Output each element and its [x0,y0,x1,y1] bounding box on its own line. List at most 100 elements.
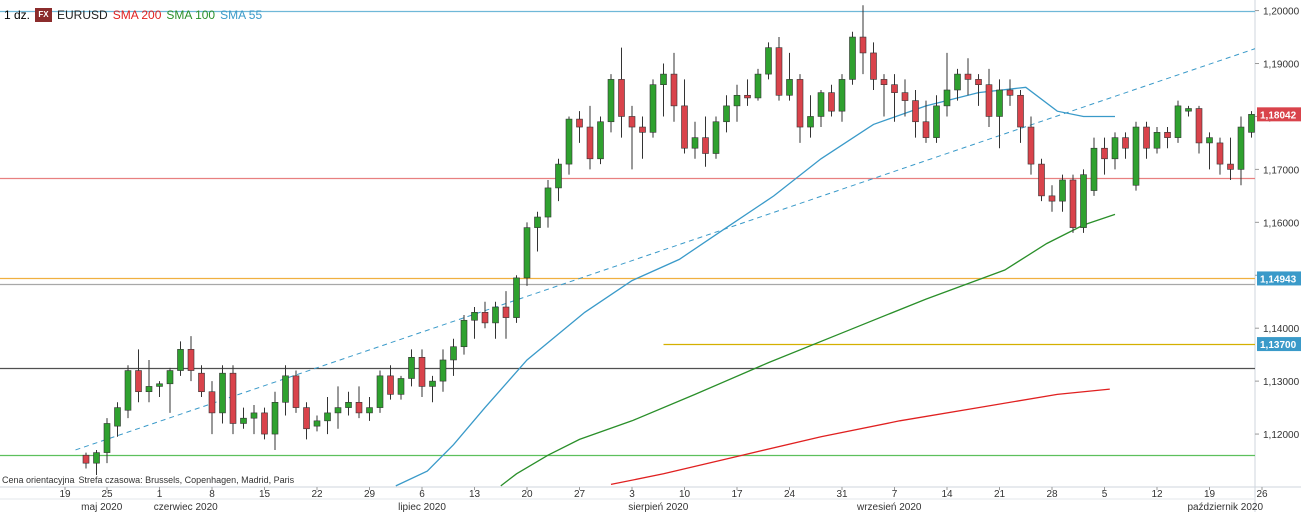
candle[interactable] [1069,174,1077,233]
candle[interactable] [901,79,909,117]
sma200-legend[interactable]: SMA 200 [112,8,162,22]
candle[interactable] [523,222,531,286]
candle[interactable] [1195,105,1203,154]
candle[interactable] [366,397,373,421]
candle[interactable] [607,74,615,133]
candle[interactable] [555,158,562,202]
candle[interactable] [565,116,573,175]
candle[interactable] [166,367,174,413]
timeframe-label[interactable]: 1 dz. [4,8,31,22]
candle[interactable] [1027,116,1035,175]
candle[interactable] [439,349,447,392]
candle[interactable] [1143,121,1150,159]
candle[interactable] [807,95,814,138]
candle[interactable] [250,404,258,435]
candle[interactable] [1101,137,1108,175]
candle[interactable] [775,37,783,101]
candle[interactable] [177,341,184,376]
candle[interactable] [355,386,363,419]
candle[interactable] [817,89,825,128]
candle[interactable] [1153,127,1161,154]
candle[interactable] [450,338,457,376]
candle[interactable] [397,375,405,400]
candle[interactable] [964,58,972,96]
candle[interactable] [681,79,688,154]
candle[interactable] [124,365,132,419]
candle[interactable] [418,349,426,398]
candle[interactable] [261,407,268,440]
candle[interactable] [271,391,279,450]
candle[interactable] [712,116,720,159]
candle[interactable] [145,359,153,403]
candle[interactable] [723,95,730,133]
candle[interactable] [408,349,415,387]
candle[interactable] [303,402,310,440]
candle[interactable] [1206,132,1213,170]
candle[interactable] [282,365,289,416]
candle[interactable] [1038,158,1045,202]
level-price-label[interactable]: 1,14943 [1260,274,1297,285]
candle[interactable] [618,47,625,138]
candle[interactable] [544,179,552,228]
candle[interactable] [198,365,205,398]
candle[interactable] [702,116,709,167]
candle[interactable] [345,391,352,416]
candle[interactable] [870,42,877,90]
candle[interactable] [954,68,961,101]
candle[interactable] [1006,79,1014,106]
candle[interactable] [103,418,111,464]
candle[interactable] [786,52,793,101]
candle[interactable] [1237,116,1245,186]
candle[interactable] [93,449,100,477]
candle[interactable] [744,79,751,106]
trendline[interactable] [75,11,1301,451]
candle[interactable] [733,84,741,122]
candle[interactable] [1248,111,1255,138]
candle[interactable] [114,402,121,437]
candle[interactable] [891,74,898,122]
last-price-label[interactable]: 1,18042 [1260,110,1297,121]
candle[interactable] [492,301,499,339]
candle[interactable] [849,31,856,85]
candle[interactable] [471,307,478,339]
candle[interactable] [880,74,888,117]
candle[interactable] [534,211,541,252]
sma100-legend[interactable]: SMA 100 [166,8,216,22]
candle[interactable] [240,407,247,429]
candle[interactable] [187,336,195,382]
candle[interactable] [376,370,384,413]
candle[interactable] [1048,185,1056,212]
candle[interactable] [796,74,804,143]
sma100-line[interactable] [500,213,1116,487]
candle[interactable] [586,105,594,170]
candle[interactable] [765,42,772,80]
candle[interactable] [156,381,163,398]
sma55-line[interactable] [395,86,1115,487]
candle[interactable] [1090,137,1098,196]
candle[interactable] [513,275,520,323]
candle[interactable] [754,68,762,101]
candle[interactable] [933,95,940,143]
sma200-line[interactable] [610,388,1110,486]
candle[interactable] [502,291,510,339]
candle[interactable] [985,68,993,128]
candle[interactable] [576,111,583,143]
candle[interactable] [334,386,342,429]
candle[interactable] [975,74,982,106]
candle[interactable] [828,84,835,117]
candle[interactable] [324,397,331,435]
candle[interactable] [691,121,699,159]
candle[interactable] [429,375,436,403]
candle[interactable] [628,105,636,170]
candle[interactable] [597,116,604,165]
candle[interactable] [1111,132,1119,170]
candle[interactable] [660,63,667,117]
candle[interactable] [1174,100,1182,143]
candle[interactable] [1227,137,1234,180]
candle[interactable] [292,370,300,413]
candle[interactable] [1017,89,1024,143]
candle[interactable] [838,74,846,122]
candle[interactable] [460,314,468,355]
